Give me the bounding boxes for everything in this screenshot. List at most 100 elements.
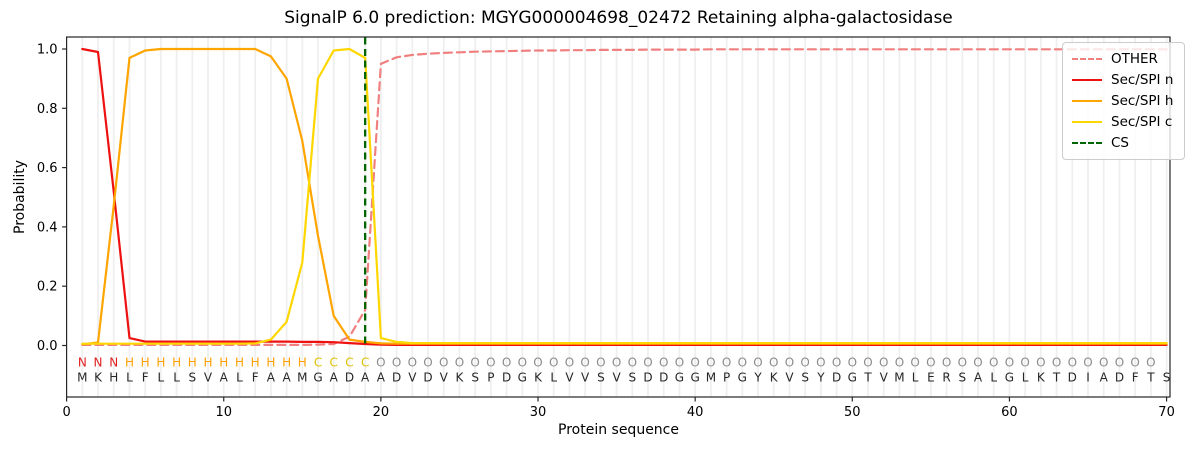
region-letter: O [910, 356, 919, 370]
region-letter: O [1083, 356, 1092, 370]
series-sec-spi-n [81, 47, 1168, 346]
x-tick-label: 0 [62, 405, 70, 420]
sequence-letter: M [77, 371, 87, 385]
sequence-letter: D [345, 371, 354, 385]
region-letter: O [439, 356, 448, 370]
sequence-letter: L [158, 371, 165, 385]
sequence-letter: K [534, 371, 543, 385]
region-letter: O [1052, 356, 1061, 370]
sequence-letter: D [1068, 371, 1077, 385]
sequence-letter: A [267, 371, 276, 385]
legend-label-other: OTHER [1111, 51, 1158, 67]
sequence-letter: F [252, 371, 259, 385]
sequence-letter: G [518, 371, 527, 385]
region-letter: O [486, 356, 495, 370]
region-letter: O [769, 356, 778, 370]
region-letter: O [706, 356, 715, 370]
region-letter: O [848, 356, 857, 370]
region-letter: N [109, 356, 118, 370]
region-letter: O [612, 356, 621, 370]
region-letter: O [518, 356, 527, 370]
region-letter: O [423, 356, 432, 370]
y-tick-label: 0.0 [37, 339, 58, 354]
sequence-letter: K [1037, 371, 1046, 385]
legend: OTHER Sec/SPI n Sec/SPI h Sec/SPI c CS [1062, 42, 1186, 160]
sequence-letter: S [958, 371, 966, 385]
sequence-letter: S [471, 371, 479, 385]
sequence-letter: K [94, 371, 103, 385]
x-tick-label: 60 [1001, 405, 1018, 420]
region-letter: O [470, 356, 479, 370]
region-letter: O [879, 356, 888, 370]
x-axis-label: Protein sequence [558, 422, 679, 438]
y-tick-label: 1.0 [37, 43, 58, 58]
sequence-letter: I [1086, 371, 1090, 385]
region-letter: O [722, 356, 731, 370]
region-letter: O [895, 356, 904, 370]
legend-label-cs: CS [1111, 135, 1129, 151]
x-tick-label: 40 [687, 405, 704, 420]
y-tick-label: 0.6 [37, 161, 58, 176]
sequence-letter: L [550, 371, 557, 385]
series-sec-spi-h [81, 47, 1168, 346]
legend-item-sec-spi-h: Sec/SPI h [1072, 92, 1173, 110]
sequence-letter: G [313, 371, 322, 385]
sequence-letter: L [126, 371, 133, 385]
sequence-letter: E [927, 371, 935, 385]
sequence-letter: G [675, 371, 684, 385]
sequence-letter: K [456, 371, 465, 385]
sequence-letter: S [801, 371, 809, 385]
other-line-swatch [1072, 58, 1102, 60]
plot-border [65, 36, 1171, 398]
x-tick-label: 50 [844, 405, 861, 420]
region-letter: N [94, 356, 103, 370]
legend-item-other: OTHER [1072, 50, 1173, 68]
sequence-letter: S [628, 371, 636, 385]
sequence-letter: M [894, 371, 904, 385]
region-letter: O [816, 356, 825, 370]
region-letter: H [141, 356, 150, 370]
sequence-letter: V [204, 371, 213, 385]
x-tick-label: 20 [373, 405, 390, 420]
sequence-letter: A [220, 371, 229, 385]
sec-spi-c-line-swatch [1072, 121, 1102, 123]
legend-label-sec-spi-n: Sec/SPI n [1111, 72, 1174, 88]
region-letter: H [172, 356, 181, 370]
sec-spi-h-line-swatch [1072, 100, 1102, 102]
sequence-letter: V [565, 371, 574, 385]
region-letter: O [628, 356, 637, 370]
sequence-letter: T [1146, 371, 1155, 385]
gridlines [81, 37, 1168, 397]
region-letter: O [1068, 356, 1077, 370]
region-letter: H [235, 356, 244, 370]
sequence-letter: D [643, 371, 652, 385]
region-letter: O [1005, 356, 1014, 370]
sequence-letter: L [236, 371, 243, 385]
sequence-letter: L [912, 371, 919, 385]
region-letter: O [926, 356, 935, 370]
sequence-letter: K [770, 371, 779, 385]
region-letter: H [204, 356, 213, 370]
sequence-letter: A [330, 371, 339, 385]
sequence-letter: L [1022, 371, 1029, 385]
y-tick-label: 0.4 [37, 220, 58, 235]
region-letter: O [1115, 356, 1124, 370]
sequence-letter: M [297, 371, 307, 385]
sequence-letter: A [377, 371, 386, 385]
sequence-letter: P [487, 371, 494, 385]
region-letter: H [219, 356, 228, 370]
y-tick-label: 0.8 [37, 102, 58, 117]
region-letter: O [596, 356, 605, 370]
sequence-letter: P [723, 371, 730, 385]
sequence-letter: M [706, 371, 716, 385]
sec-spi-n-line-swatch [1072, 79, 1102, 81]
sequence-letter: D [423, 371, 432, 385]
region-letter: O [1099, 356, 1108, 370]
sequence-letter: F [1132, 371, 1139, 385]
region-letter: H [298, 356, 307, 370]
region-letter: C [361, 356, 369, 370]
region-letter: O [580, 356, 589, 370]
region-letter: H [266, 356, 275, 370]
